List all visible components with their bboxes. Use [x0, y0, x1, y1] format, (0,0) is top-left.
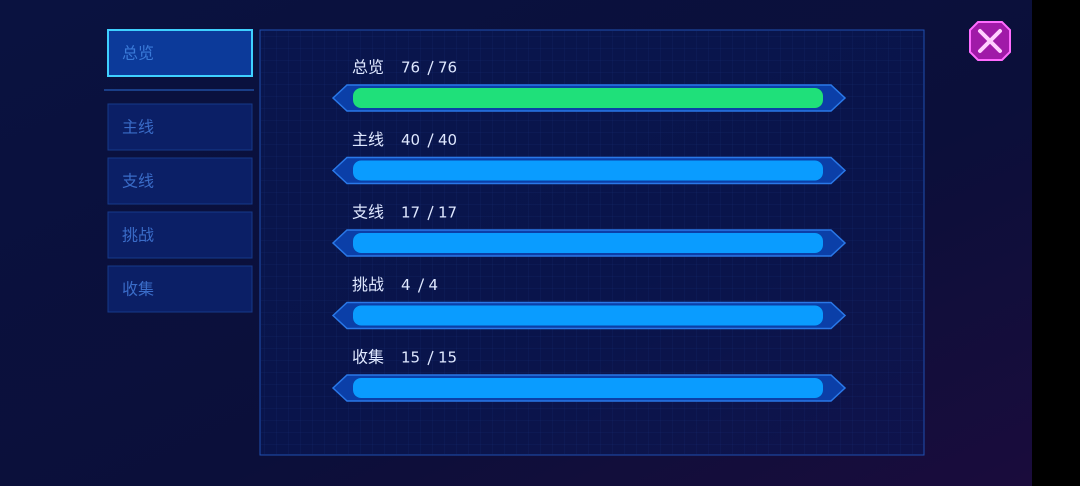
slash — [417, 278, 425, 293]
slash — [427, 133, 434, 148]
slash — [427, 350, 434, 366]
tab-label: 挑战 — [122, 226, 154, 245]
progress-value: 40 — [401, 131, 420, 149]
tab-label: 收集 — [122, 280, 154, 299]
progress-value: 15 — [401, 349, 420, 367]
tab-label: 支线 — [122, 172, 154, 191]
progress-label: 总览 — [352, 58, 384, 77]
tab[interactable] — [107, 265, 253, 313]
progress-label: 支线 — [352, 203, 384, 222]
progress-fill — [353, 160, 823, 181]
slash — [427, 205, 434, 221]
progress-value: 76 — [401, 59, 420, 77]
progress-total: 4 — [429, 276, 439, 294]
progress-value: 17 — [401, 204, 420, 222]
close-icon — [978, 29, 1002, 53]
progress-label: 收集 — [352, 348, 384, 367]
progress-label: 主线 — [352, 130, 384, 149]
close-button[interactable] — [969, 21, 1011, 61]
progress-label: 挑战 — [352, 275, 384, 294]
progress-fill — [353, 378, 823, 398]
progress-total: 76 — [438, 59, 457, 77]
progress-value: 4 — [401, 276, 411, 294]
progress-total: 15 — [438, 349, 457, 367]
progress-fill — [353, 233, 823, 253]
slash — [427, 60, 434, 76]
tab[interactable] — [107, 103, 253, 151]
progress-total: 40 — [438, 131, 457, 149]
tab-label: 主线 — [122, 118, 154, 137]
tab[interactable] — [107, 157, 253, 205]
progress-fill — [353, 88, 823, 108]
progress-fill — [353, 305, 823, 326]
tab[interactable] — [107, 29, 253, 77]
progress-total: 17 — [438, 204, 457, 222]
tab[interactable] — [107, 211, 253, 259]
tab-label: 总览 — [122, 44, 154, 63]
